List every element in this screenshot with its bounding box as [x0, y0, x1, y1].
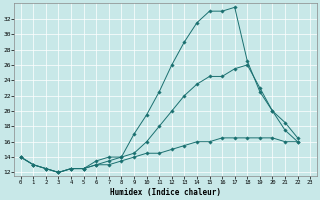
X-axis label: Humidex (Indice chaleur): Humidex (Indice chaleur) [110, 188, 221, 197]
